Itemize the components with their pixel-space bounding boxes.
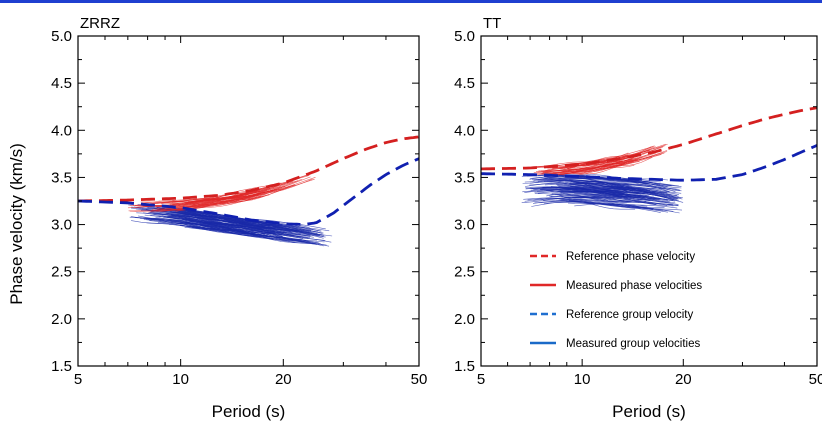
- y-axis-label: Phase velocity (km/s): [7, 143, 26, 305]
- y-tick-label: 2.5: [51, 264, 72, 281]
- legend-label: Reference group velocity: [566, 309, 693, 321]
- legend-label: Measured group velocities: [566, 338, 700, 350]
- y-tick-label: 2.0: [454, 311, 475, 328]
- panel-tt: 1.5 2.0 2.5 3.0 3.5 4.0 4.5 5.0 5 10 20 50 TT Period …: [454, 15, 822, 421]
- legend: Reference phase velocity Measured phase v…: [530, 251, 702, 350]
- y-tick-label: 1.5: [51, 358, 72, 375]
- measured-group-trace: [556, 199, 661, 213]
- measured-group-trace: [550, 194, 644, 199]
- y-tick-label: 3.5: [454, 169, 475, 186]
- y-tick-label: 4.5: [51, 75, 72, 92]
- y-tick-label: 4.5: [454, 75, 475, 92]
- measured-group-trace: [170, 217, 332, 243]
- y-tick-label: 2.0: [51, 311, 72, 328]
- measured-group-traces: [128, 204, 333, 247]
- measured-group-trace: [531, 201, 683, 211]
- measured-phase-traces: [530, 143, 668, 176]
- y-tick-label: 3.0: [51, 217, 72, 234]
- x-tick-label: 50: [809, 371, 822, 388]
- panel-title: ZRRZ: [80, 15, 120, 32]
- measured-phase-trace: [150, 193, 261, 212]
- measured-phase-trace: [147, 184, 278, 205]
- x-tick-label: 5: [74, 371, 82, 388]
- measured-group-trace: [171, 207, 318, 234]
- measured-group-trace: [542, 174, 668, 181]
- measured-group-trace: [544, 183, 630, 188]
- measured-phase-trace: [130, 198, 256, 212]
- measured-group-trace: [575, 185, 677, 201]
- measured-phase-trace: [575, 152, 665, 172]
- ref-group-line: [78, 157, 419, 226]
- x-tick-label: 10: [172, 371, 189, 388]
- x-tick-label: 20: [275, 371, 292, 388]
- measured-group-trace: [184, 226, 295, 242]
- measured-group-trace: [564, 196, 656, 205]
- measured-group-trace: [170, 213, 320, 236]
- measured-phase-trace: [166, 195, 266, 211]
- legend-label: Reference phase velocity: [566, 251, 695, 263]
- measured-group-trace: [149, 220, 269, 234]
- measured-group-trace: [184, 214, 324, 239]
- measured-group-trace: [560, 192, 635, 198]
- measured-phase-trace: [564, 159, 623, 169]
- y-tick-label: 3.0: [454, 217, 475, 234]
- measured-group-trace: [568, 199, 679, 207]
- y-tick-label: 4.0: [454, 122, 475, 139]
- y-tick-label: 5.0: [454, 28, 475, 45]
- measured-group-trace: [130, 216, 266, 238]
- measured-phase-traces: [127, 174, 316, 213]
- legend-entry: Measured phase velocities: [530, 280, 702, 292]
- top-accent-bar: [0, 0, 822, 3]
- x-tick-label: 50: [411, 371, 428, 388]
- y-tick-label: 3.5: [51, 169, 72, 186]
- y-tick-label: 4.0: [51, 122, 72, 139]
- measured-group-traces: [521, 172, 684, 214]
- legend-entry: Reference group velocity: [530, 309, 693, 321]
- legend-entry: Measured group velocities: [530, 338, 700, 350]
- y-tick-label: 5.0: [51, 28, 72, 45]
- legend-entry: Reference phase velocity: [530, 251, 695, 263]
- measured-group-trace: [544, 190, 651, 201]
- measured-group-trace: [157, 222, 271, 238]
- x-tick-label: 10: [574, 371, 591, 388]
- measured-group-trace: [546, 180, 667, 197]
- y-tick-label: 1.5: [454, 358, 475, 375]
- plot-area: [78, 135, 419, 247]
- measured-group-trace: [560, 199, 678, 209]
- x-tick-label: 20: [675, 371, 692, 388]
- x-axis-label: Period (s): [612, 402, 686, 421]
- measured-group-trace: [562, 178, 670, 193]
- panel-title: TT: [483, 15, 501, 32]
- ref-phase-line: [78, 135, 419, 203]
- measured-phase-trace: [566, 154, 662, 175]
- measured-group-trace: [544, 178, 633, 192]
- legend-label: Measured phase velocities: [566, 280, 702, 292]
- measured-group-trace: [185, 217, 275, 233]
- ref-phase-line: [481, 106, 817, 171]
- panel-zrrz: 1.5 2.0 2.5 3.0 3.5 4.0 4.5 5.0 5 10 20 50 ZRRZ Perio…: [51, 15, 427, 421]
- y-tick-label: 2.5: [454, 264, 475, 281]
- x-tick-label: 5: [477, 371, 485, 388]
- measured-phase-trace: [543, 160, 626, 172]
- measured-group-trace: [129, 216, 311, 238]
- x-axis-label: Period (s): [212, 402, 286, 421]
- measured-group-trace: [525, 186, 678, 196]
- measured-phase-trace: [161, 190, 261, 204]
- ref-group-line: [481, 144, 817, 182]
- plot-area: [481, 106, 817, 214]
